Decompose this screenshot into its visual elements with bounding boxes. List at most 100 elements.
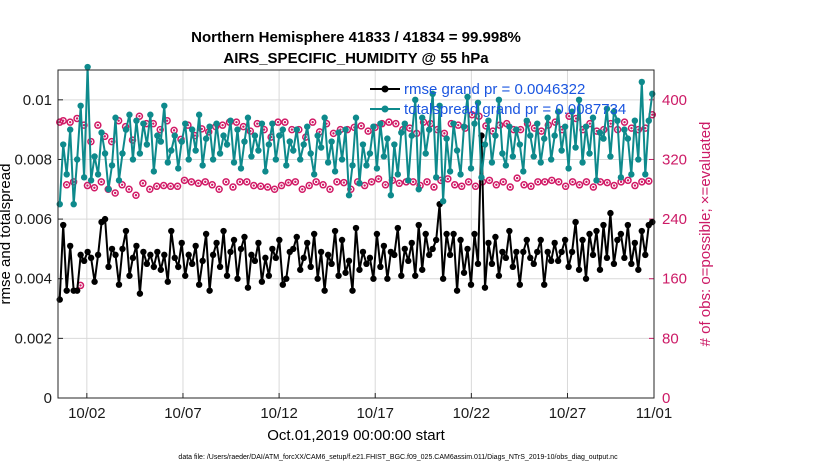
rmse-point	[520, 248, 527, 256]
rmse-point	[453, 287, 461, 294]
rmse-point	[272, 254, 280, 262]
rmse-point	[457, 236, 464, 244]
totalspread-point	[436, 102, 443, 109]
obs-evaluated-marker	[557, 180, 560, 184]
totalspread-point	[547, 156, 555, 163]
rmse-point	[352, 224, 360, 232]
obs-evaluated-marker	[394, 122, 398, 125]
totalspread-point	[429, 90, 436, 98]
obs-evaluated-marker	[328, 188, 332, 191]
totalspread-point	[377, 120, 384, 127]
totalspread-point	[73, 156, 81, 163]
rmse-point	[575, 266, 583, 273]
obs-evaluated-marker	[519, 128, 522, 131]
obs-possible-marker	[381, 181, 390, 189]
obs-possible-marker	[125, 185, 133, 194]
totalspread-point	[119, 150, 126, 157]
obs-evaluated-marker	[318, 130, 321, 134]
totalspread-point	[77, 102, 84, 109]
obs-evaluated-marker	[457, 123, 460, 127]
obs-possible-marker	[284, 178, 293, 187]
obs-possible-marker	[520, 181, 528, 189]
obs-evaluated-marker	[93, 186, 96, 189]
obs-possible-marker	[215, 185, 223, 194]
rmse-point	[195, 281, 203, 288]
rmse-point	[185, 251, 192, 259]
obs-possible-marker	[513, 174, 521, 182]
obs-evaluated-marker	[363, 184, 366, 187]
obs-evaluated-marker	[647, 179, 651, 183]
obs-possible-marker	[218, 121, 227, 129]
rmse-point	[234, 275, 241, 282]
obs-evaluated-marker	[290, 128, 294, 131]
rmse-point	[133, 242, 140, 250]
obs-possible-marker	[132, 191, 140, 199]
rmse-point	[614, 236, 621, 244]
obs-evaluated-marker	[162, 184, 165, 187]
totalspread-point	[380, 153, 388, 160]
totalspread-point	[460, 123, 468, 130]
obs-evaluated-marker	[127, 188, 131, 191]
totalspread-point	[554, 108, 562, 115]
totalspread-point	[223, 141, 231, 148]
obs-evaluated-marker	[200, 127, 204, 131]
rmse-point	[331, 227, 339, 235]
rmse-point	[147, 251, 154, 259]
rmse-point	[516, 281, 524, 288]
totalspread-point	[509, 153, 517, 160]
totalspread-point	[638, 78, 646, 86]
rmse-point	[119, 245, 126, 253]
obs-evaluated-marker	[311, 120, 314, 124]
obs-evaluated-marker	[321, 183, 325, 186]
rmse-point	[265, 272, 273, 279]
obs-possible-marker	[575, 181, 584, 189]
rmse-point	[561, 236, 569, 244]
obs-evaluated-marker	[502, 180, 505, 184]
obs-possible-marker	[291, 178, 300, 186]
rmse-point	[178, 239, 185, 247]
totalspread-point	[457, 171, 464, 178]
obs-possible-marker	[111, 189, 119, 197]
totalspread-point	[481, 141, 489, 148]
obs-evaluated-marker	[159, 128, 162, 131]
obs-evaluated-marker	[256, 122, 259, 125]
totalspread-point	[575, 96, 583, 104]
totalspread-point	[248, 153, 255, 160]
rmse-point	[513, 248, 520, 256]
totalspread-point	[405, 177, 412, 184]
totalspread-point	[425, 126, 433, 133]
series-lines	[56, 63, 656, 303]
rmse-point	[359, 248, 367, 256]
totalspread-point	[432, 174, 440, 181]
totalspread-point	[499, 150, 506, 157]
obs-evaluated-marker	[564, 185, 567, 188]
obs-evaluated-marker	[280, 184, 283, 187]
rmse-point	[446, 251, 454, 259]
obs-possible-marker	[385, 118, 393, 126]
rmse-point	[429, 245, 436, 253]
totalspread-point	[150, 168, 158, 175]
obs-evaluated-marker	[65, 183, 68, 186]
rmse-point	[223, 272, 231, 279]
obs-possible-marker	[90, 184, 99, 192]
obs-possible-marker	[55, 118, 64, 126]
rmse-point	[63, 287, 70, 294]
rmse-point	[596, 266, 604, 273]
x-tick-label: 11/01	[636, 405, 672, 422]
obs-possible-marker	[135, 112, 144, 120]
totalspread-point	[558, 147, 565, 154]
totalspread-point	[384, 135, 391, 142]
obs-evaluated-marker	[384, 183, 387, 186]
rmse-point	[391, 251, 398, 259]
legend-spread-label: totalspread grand pr = 0.0087734	[404, 101, 626, 118]
obs-evaluated-marker	[308, 184, 311, 187]
rmse-point	[91, 278, 98, 285]
obs-possible-marker	[457, 182, 466, 191]
totalspread-point	[471, 120, 478, 127]
totalspread-point	[492, 132, 499, 139]
totalspread-point	[286, 138, 293, 145]
obs-evaluated-marker	[377, 177, 380, 181]
rmse-point	[485, 239, 492, 247]
rmse-point	[150, 263, 158, 270]
rmse-point	[443, 230, 450, 238]
